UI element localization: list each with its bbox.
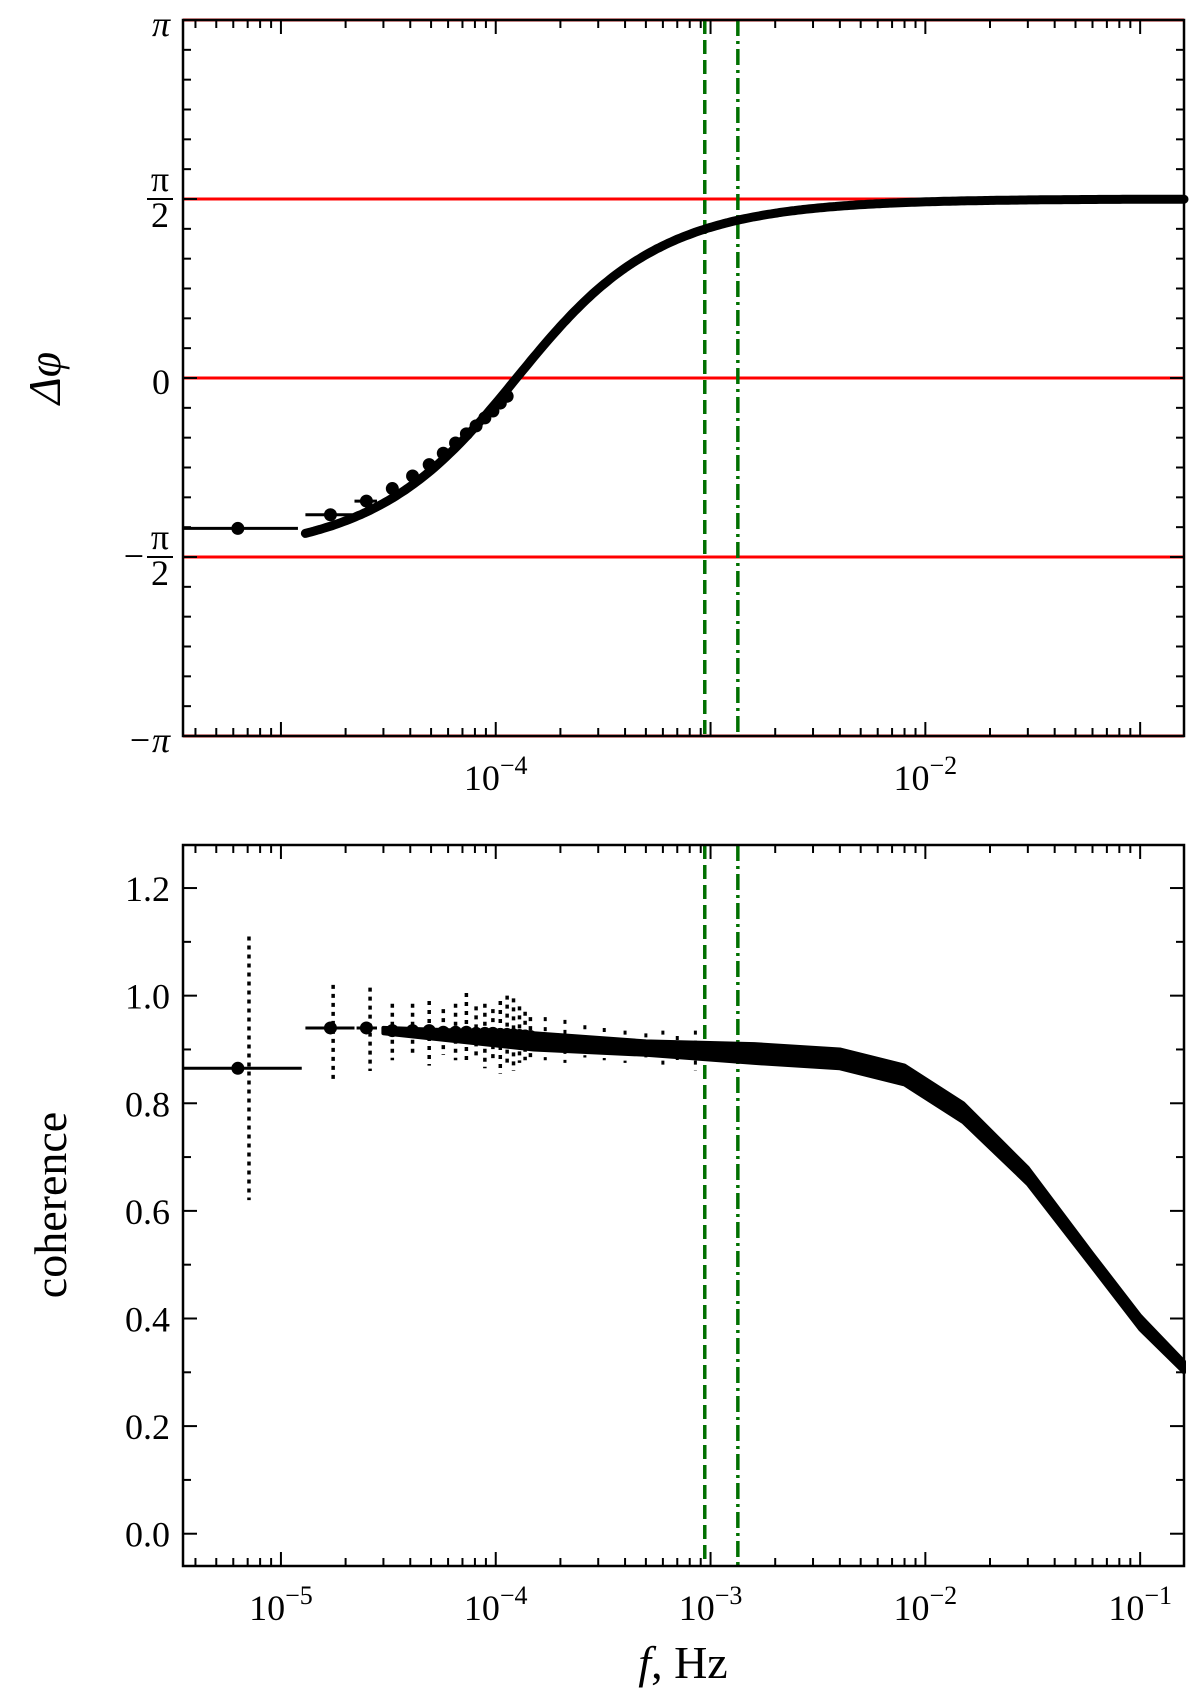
tick-label-exponent: −2	[930, 1581, 958, 1610]
coherence-error-ticks	[543, 1017, 697, 1071]
phase-point	[231, 521, 245, 535]
coherence-x-axis-title: f, Hz	[638, 1637, 727, 1688]
phase-point	[359, 494, 373, 508]
coherence-y-tick-label: 0.0	[125, 1515, 170, 1555]
tick-label-base: 10	[249, 1588, 285, 1628]
coherence-ticks	[183, 845, 1184, 1566]
phase-point	[500, 389, 514, 403]
coherence-point	[231, 1061, 245, 1075]
coherence-y-tick-label: 0.8	[125, 1084, 170, 1124]
phase-curve-line	[300, 194, 1189, 538]
coherence-x-tick-label: 10−5	[249, 1581, 313, 1628]
phase-x-tick-label: 10−4	[464, 751, 528, 798]
tick-label-exponent: −4	[500, 751, 528, 780]
coherence-y-axis-title: coherence	[25, 1112, 76, 1298]
coherence-panel: 10−5 10−4 10−3 10−2 10−1 0.00.20.40.60.81.01…	[25, 843, 1186, 1688]
coherence-x-tick-label: 10−3	[679, 1581, 743, 1628]
phase-x-tick-label: 10−2	[894, 751, 958, 798]
phase-y-tick-numerator: π	[151, 159, 169, 199]
coherence-point	[422, 1024, 436, 1038]
phase-point	[449, 436, 463, 450]
phase-point	[436, 446, 450, 460]
coherence-point	[436, 1025, 450, 1039]
tick-label-base: 10	[679, 1588, 715, 1628]
coherence-point	[323, 1021, 337, 1035]
tick-label-exponent: −1	[1144, 1581, 1172, 1610]
coherence-y-tick-labels: 0.0 0.2 0.4 0.6 0.8 1.0 1.2	[125, 869, 170, 1555]
coherence-x-tick-label: 10−2	[894, 1581, 958, 1628]
phase-y-tick-label: 0	[152, 362, 170, 402]
tick-label-base: 10	[1108, 1588, 1144, 1628]
phase-point	[469, 419, 483, 433]
coherence-y-tick-label: 0.2	[125, 1407, 170, 1447]
phase-y-tick-label: π	[152, 4, 171, 44]
coherence-point	[459, 1025, 473, 1039]
phase-y-axis-title: Δφ	[19, 352, 70, 406]
phase-plot-frame	[181, 18, 1186, 738]
tick-label-exponent: −5	[285, 1581, 313, 1610]
coherence-point	[359, 1021, 373, 1035]
phase-frequency-markers	[703, 20, 740, 736]
tick-label-base: 10	[464, 1588, 500, 1628]
phase-points	[183, 389, 514, 535]
coherence-y-tick-label: 0.6	[125, 1192, 170, 1232]
coherence-y-tick-label: 0.4	[125, 1299, 170, 1339]
coherence-point	[449, 1025, 463, 1039]
coherence-x-tick-label: 10−1	[1108, 1581, 1172, 1628]
phase-point	[459, 427, 473, 441]
phase-y-tick-label: −π	[128, 720, 171, 760]
coherence-band-area	[381, 1025, 1186, 1375]
phase-x-tick-labels: 10−4 10−2	[464, 751, 957, 798]
tick-label-exponent: −2	[930, 751, 958, 780]
coherence-x-tick-labels: 10−5 10−4 10−3 10−2 10−1	[249, 1581, 1172, 1628]
coherence-frequency-markers	[703, 845, 740, 1566]
coherence-band	[381, 1025, 1186, 1375]
coherence-point	[406, 1024, 420, 1038]
tick-label-exponent: −4	[500, 1581, 528, 1610]
axis-title-unit: , Hz	[651, 1637, 728, 1688]
phase-y-tick-sign: −	[124, 536, 144, 576]
phase-curve	[300, 194, 1189, 538]
coherence-point	[385, 1024, 399, 1038]
phase-point	[406, 469, 420, 483]
tick-label-base: 10	[894, 758, 930, 798]
tick-label-base: 10	[464, 758, 500, 798]
phase-y-tick-numerator: π	[151, 517, 169, 557]
phase-point	[385, 482, 399, 496]
coherence-points	[183, 936, 537, 1201]
phase-reference-lines	[183, 18, 1184, 738]
tick-label-exponent: −3	[715, 1581, 743, 1610]
phase-y-tick-denominator: 2	[151, 195, 169, 235]
phase-y-tick-denominator: 2	[151, 553, 169, 593]
coherence-point	[523, 1030, 537, 1044]
coherence-y-tick-label: 1.2	[125, 869, 170, 909]
phase-point	[422, 458, 436, 472]
coherence-y-tick-label: 1.0	[125, 977, 170, 1017]
tick-label-base: 10	[894, 1588, 930, 1628]
coherence-plot-frame	[181, 843, 1186, 1568]
coherence-x-tick-label: 10−4	[464, 1581, 528, 1628]
phase-point	[323, 508, 337, 522]
